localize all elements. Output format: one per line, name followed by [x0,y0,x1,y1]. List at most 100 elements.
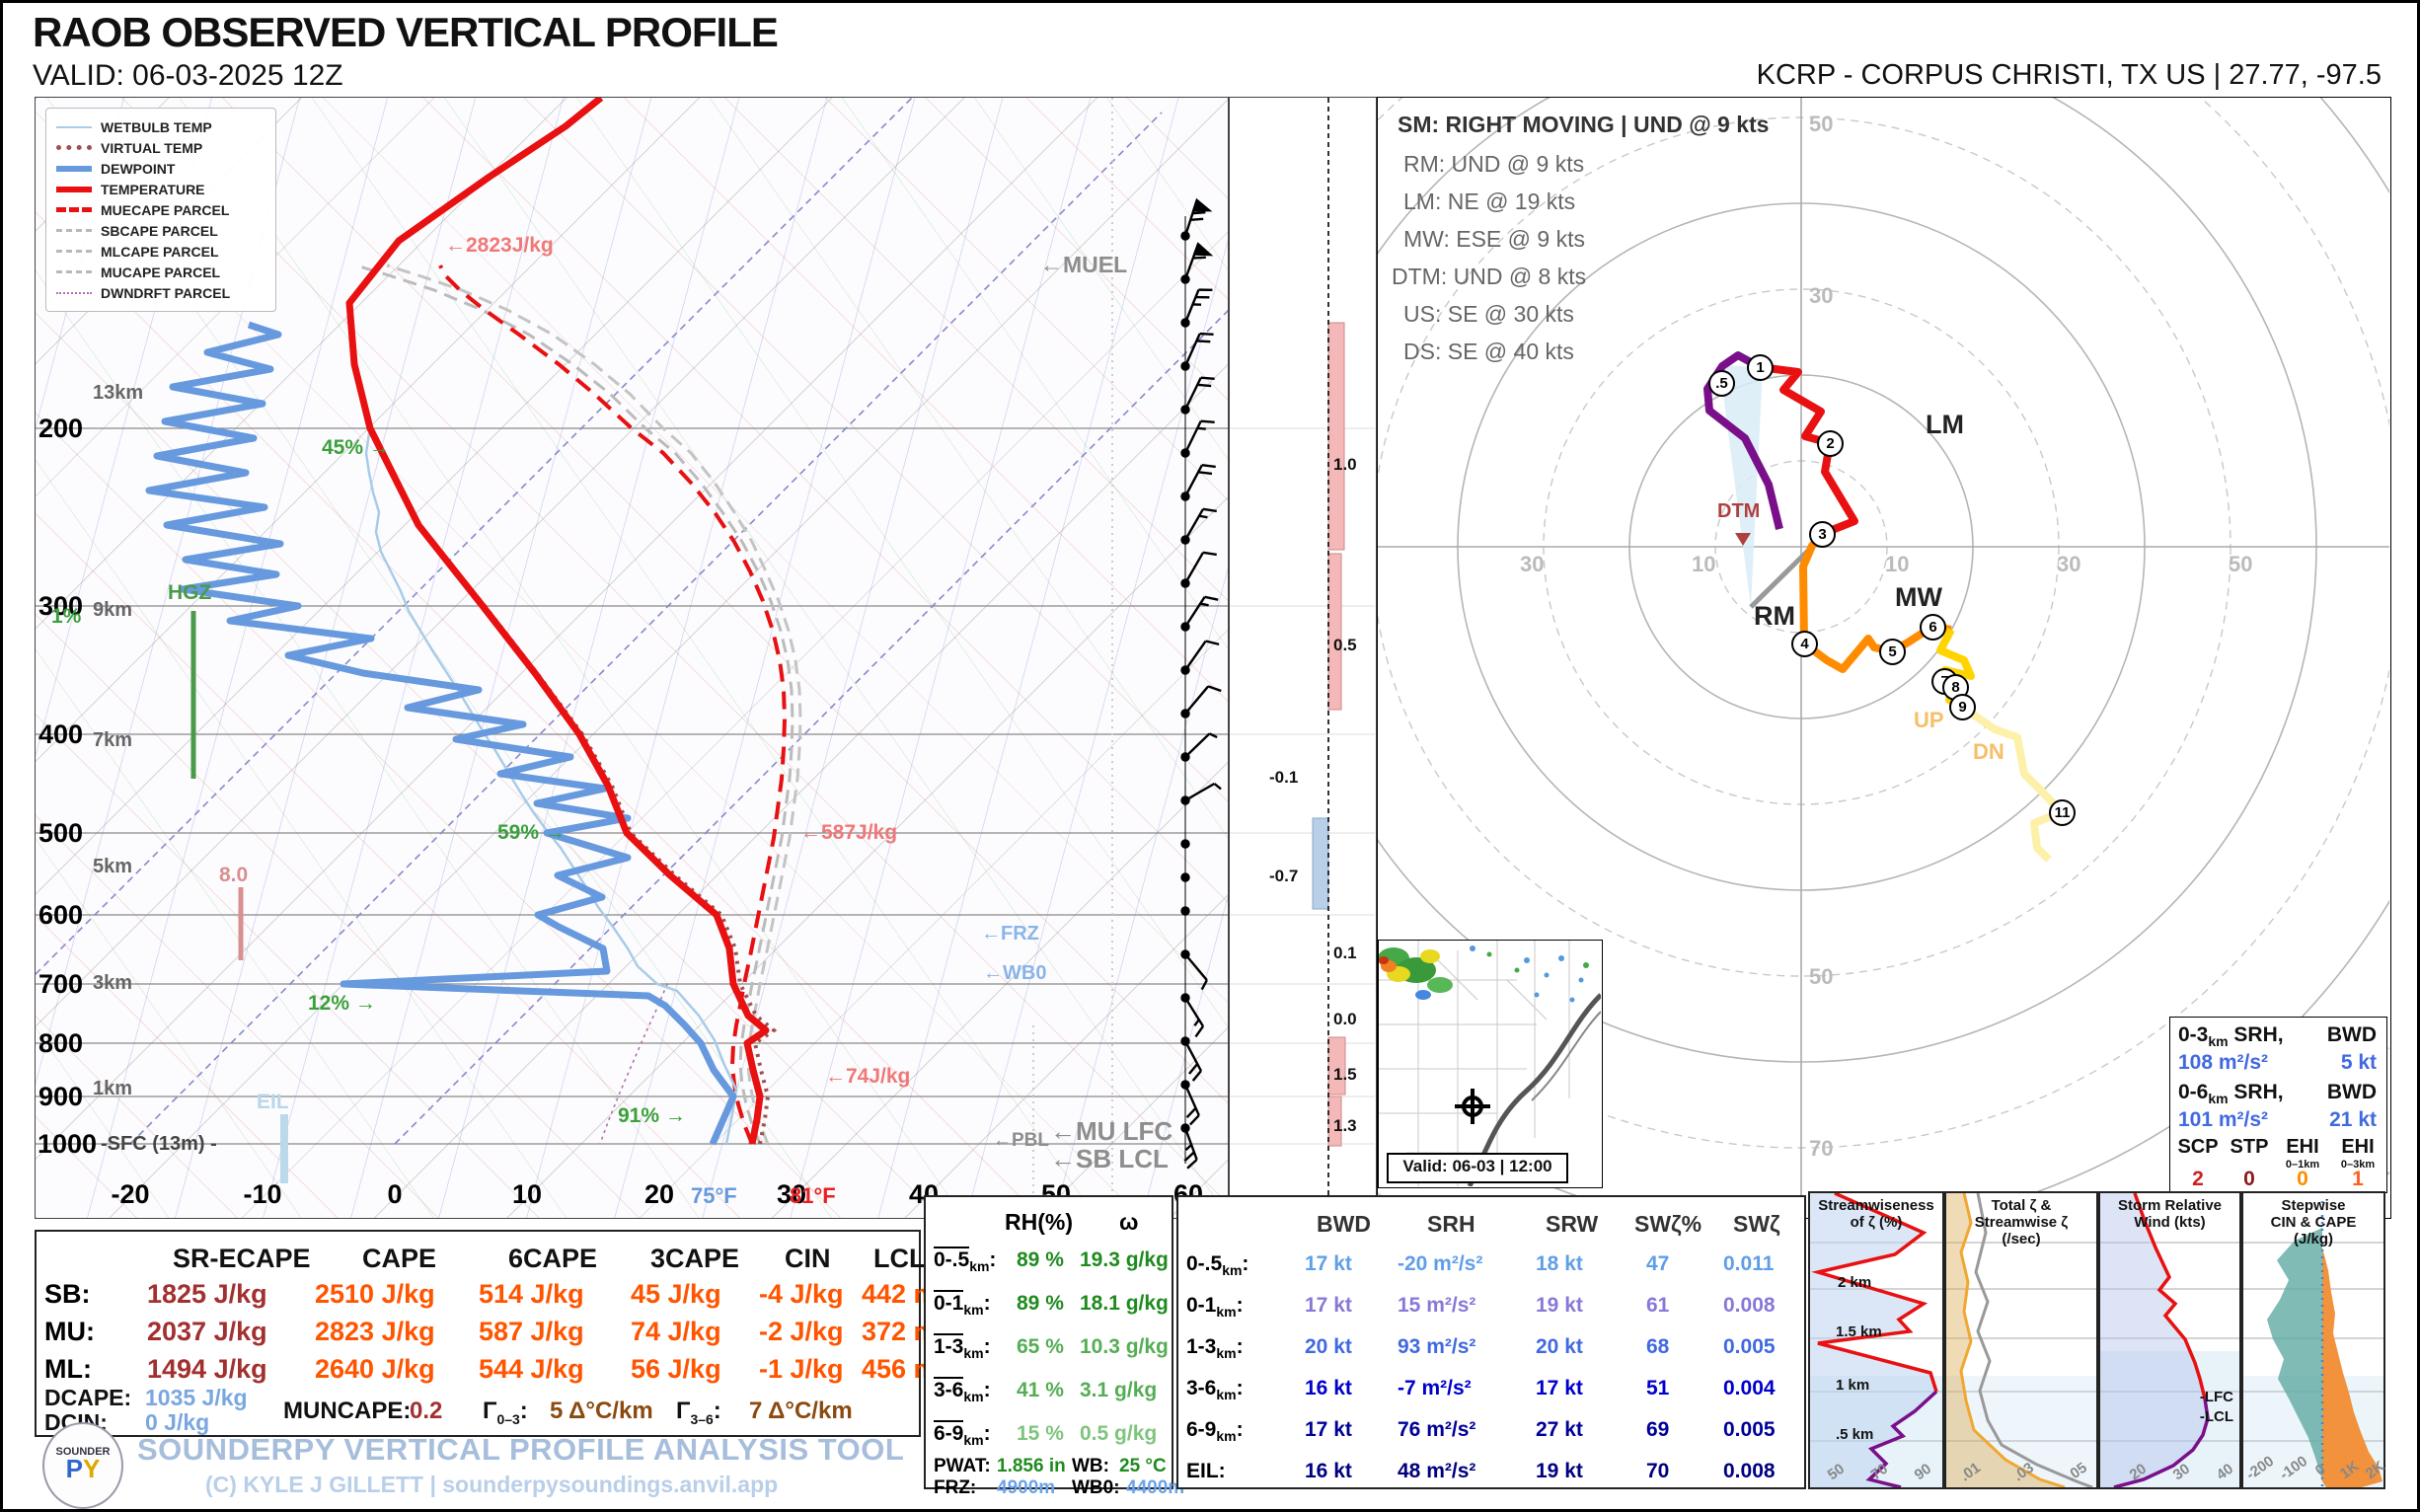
srh-eil: 48 m²/s² [1398,1460,1476,1482]
bwd-header: BWD [1317,1211,1371,1237]
ml-sr-ecape: 1494 J/kg [147,1354,267,1384]
sbcape-parcel-trace [355,264,794,1145]
wb0-annotation: ←WB0 [983,962,1047,984]
layer-label: 0-.5km: [934,1247,997,1275]
row-label-mu: MU: [44,1317,95,1346]
eil-annotation: EIL [257,1091,289,1113]
temp-tick-10: 10 [511,1179,543,1209]
srw-header: SRW [1546,1211,1599,1237]
up-label: UP [1914,708,1944,732]
swz-0-1: 0.008 [1723,1294,1776,1317]
muncape-value: 0.2 [410,1398,443,1424]
wb0-value: 4400m [1126,1477,1185,1498]
isotherm-highlight-lines [36,98,1228,1145]
mr-1-3: 10.3 g/kg [1080,1335,1169,1358]
hgz-annotation: HGZ [168,581,212,604]
mr-3-6: 3.1 g/kg [1080,1379,1158,1401]
col-header-lcl: LCL [873,1244,926,1273]
scp-header: SCP [2177,1136,2219,1158]
srh-0-05: -20 m²/s² [1398,1252,1483,1275]
kinematics-table: BWD SRH SRW SWζ% SWζ 0-.5km: 17 kt -20 m… [1176,1195,1806,1489]
srw-6-9: 27 kt [1536,1418,1583,1441]
hodo-stats-box: 0-3km SRH, BWD 108 m²/s² 5 kt 0-6km SRH,… [2169,1017,2387,1193]
dcin-value: 0 J/kg [145,1409,210,1435]
mucape-line-icon [56,270,92,273]
hodo-trace-9-12km [1959,703,2066,863]
bwd-0-05: 17 kt [1305,1252,1352,1275]
lm-line: LM: NE @ 19 kts [1403,189,1576,214]
rh59-annotation: 59% → [497,821,566,844]
skewt-traces-svg [36,98,1228,1218]
frz-value: 4900m [997,1477,1056,1498]
stp-value: 0 [2243,1168,2255,1190]
ml-3cape: 56 J/kg [631,1354,721,1384]
mlcape-line-icon [56,250,92,253]
lm-label: LM [1926,410,1964,439]
footer-credit: (C) KYLE J GILLETT | sounderpysoundings.… [205,1472,779,1497]
swzp-3-6: 51 [1646,1377,1670,1399]
sblcl-annotation: ←SB LCL [1050,1144,1169,1173]
mlcape-parcel-trace [386,264,802,1145]
pwat-label: PWAT: [934,1456,991,1476]
hodo-marker-05km: .5 [1708,370,1735,397]
ehi3-header: EHI 0–3km [2340,1136,2376,1171]
sbcape-line-icon [56,229,92,232]
ring-label: 10 [1885,552,1910,576]
layer-label-eil: EIL: [1186,1460,1226,1482]
temp-tick-30: 30 [776,1179,807,1209]
hodo-marker-11km: 11 [2049,799,2076,826]
panel1-title: Streamwiseness [1818,1197,1934,1214]
wetbulb-line-icon [56,125,92,128]
col-header-6cape: 6CAPE [508,1244,598,1273]
omega-tick: 1.5 [1333,1065,1357,1084]
ring-label: 50 [2229,552,2253,576]
sb-sr-ecape: 1825 J/kg [147,1279,267,1309]
streamwiseness-panel: Streamwiseness of ζ (%) 2 km 1.5 km 1 km… [1808,1191,1944,1489]
mu-6cape: 587 J/kg [479,1317,584,1346]
omega-tick: 1.3 [1333,1116,1357,1135]
legend-item: DEWPOINT [56,158,265,179]
hodo-trace-0-1km [1703,351,1783,530]
mu-sr-ecape: 2037 J/kg [147,1317,267,1346]
station-info: KCRP - CORPUS CHRISTI, TX US | 27.77, -9… [1756,59,2382,91]
col-header-sr-ecape: SR-ECAPE [173,1244,311,1273]
pressure-tick-300: 300 [38,591,83,621]
swz-header: SWζ [1733,1211,1780,1237]
y-label-15km: 1.5 km [1836,1323,1882,1340]
srw-1-3: 20 kt [1536,1335,1583,1358]
srh-1-3: 93 m²/s² [1398,1335,1476,1358]
lapse36-value: 7 Δ°C/km [749,1398,853,1424]
sm-line: SM: RIGHT MOVING | UND @ 9 kts [1398,112,1770,137]
hodo-trace-3-6km [1799,531,1952,673]
srw-0-1: 19 kt [1536,1294,1583,1317]
frz-annotation: ←FRZ [981,923,1039,945]
ring-label: 30 [2057,552,2081,576]
row-label-sb: SB: [44,1279,91,1309]
swz-3-6: 0.004 [1723,1377,1776,1399]
frz-label: FRZ: [934,1477,977,1498]
swz-0-05: 0.011 [1723,1252,1775,1275]
pressure-tick-500: 500 [38,818,83,848]
omega-tick: 0.0 [1333,1010,1357,1028]
us-line: US: SE @ 30 kts [1403,301,1574,327]
sb-cape: 2510 J/kg [315,1279,435,1309]
dtm-label: DTM [1717,500,1761,522]
thermo-table: SR-ECAPE CAPE 6CAPE 3CAPE CIN LCL SB: 18… [35,1230,938,1437]
hodo-marker-4km: 4 [1791,631,1818,657]
height-label-1km: 1km [93,1078,133,1099]
panel4-title: Stepwise [2281,1197,2346,1214]
ring-label: 10 [1692,552,1716,576]
omega-header: ω [1119,1209,1139,1235]
dewpoint-line-icon [56,165,92,172]
layer-label: 6-9km: [1186,1418,1244,1445]
mr-0-05: 19.3 g/kg [1080,1248,1169,1271]
legend-item: MLCAPE PARCEL [56,241,265,262]
col-header-3cape: 3CAPE [650,1244,740,1273]
legend-item: MUCAPE PARCEL [56,262,265,282]
ehi1-value: 0 [2297,1168,2308,1190]
swzp-eil: 70 [1646,1460,1670,1482]
sb-6cape: 514 J/kg [479,1279,584,1309]
bwd-03-value: 5 kt [2340,1051,2377,1074]
composite-headers: SCP STP EHI 0–1km EHI 0–3km [2172,1136,2385,1173]
srh-3-6: -7 m²/s² [1398,1377,1472,1399]
